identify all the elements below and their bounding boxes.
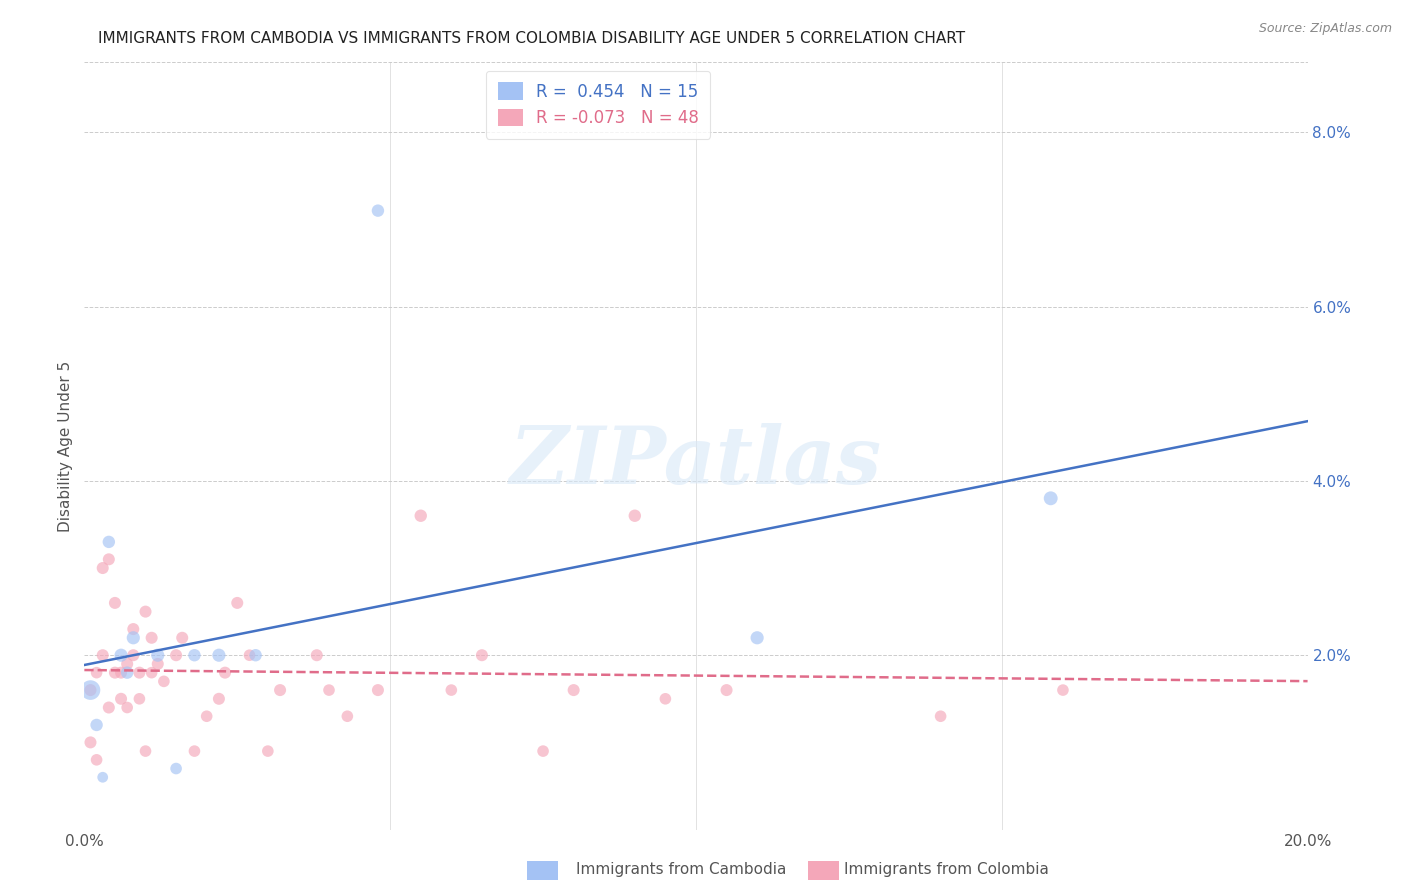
Point <box>183 648 205 663</box>
Point <box>654 691 676 706</box>
Point <box>471 648 494 663</box>
Point <box>208 648 231 663</box>
Point <box>929 709 952 723</box>
Point <box>367 683 389 698</box>
Text: Immigrants from Cambodia: Immigrants from Cambodia <box>576 863 787 877</box>
Point <box>135 605 157 619</box>
Point <box>110 665 132 680</box>
Point <box>79 683 101 698</box>
Point <box>97 534 120 549</box>
Point <box>531 744 554 758</box>
Point <box>128 665 150 680</box>
Point <box>195 709 218 723</box>
Point <box>245 648 267 663</box>
Text: Immigrants from Colombia: Immigrants from Colombia <box>844 863 1049 877</box>
Point <box>79 683 101 698</box>
Point <box>86 665 108 680</box>
Point <box>86 718 108 732</box>
Point <box>165 648 187 663</box>
Point <box>305 648 328 663</box>
Point <box>318 683 340 698</box>
Point <box>716 683 738 698</box>
Point <box>97 552 120 566</box>
Point <box>97 700 120 714</box>
Point <box>115 665 138 680</box>
Y-axis label: Disability Age Under 5: Disability Age Under 5 <box>58 360 73 532</box>
Point <box>747 631 769 645</box>
Point <box>86 753 108 767</box>
Point <box>122 631 145 645</box>
Point <box>91 561 114 575</box>
Point <box>153 674 176 689</box>
Point <box>165 762 187 776</box>
Point <box>336 709 359 723</box>
Text: ZIPatlas: ZIPatlas <box>510 423 882 500</box>
Point <box>183 744 205 758</box>
Point <box>624 508 647 523</box>
Point <box>238 648 260 663</box>
Point <box>208 691 231 706</box>
Point <box>146 648 169 663</box>
Point <box>1052 683 1074 698</box>
Point <box>79 735 101 749</box>
Point <box>257 744 280 758</box>
Point <box>135 744 157 758</box>
Legend: R =  0.454   N = 15, R = -0.073   N = 48: R = 0.454 N = 15, R = -0.073 N = 48 <box>486 70 710 139</box>
Point <box>122 648 145 663</box>
Point <box>367 203 389 218</box>
Text: IMMIGRANTS FROM CAMBODIA VS IMMIGRANTS FROM COLOMBIA DISABILITY AGE UNDER 5 CORR: IMMIGRANTS FROM CAMBODIA VS IMMIGRANTS F… <box>98 31 966 46</box>
Point <box>226 596 249 610</box>
Point <box>91 648 114 663</box>
Point <box>440 683 463 698</box>
Point <box>141 631 163 645</box>
Point <box>562 683 585 698</box>
Point <box>214 665 236 680</box>
Point <box>104 665 127 680</box>
Point <box>110 691 132 706</box>
Point <box>172 631 194 645</box>
Point <box>128 691 150 706</box>
Point <box>91 770 114 784</box>
Point <box>104 596 127 610</box>
Point <box>115 657 138 671</box>
Point <box>146 657 169 671</box>
Point <box>1039 491 1062 506</box>
Point <box>110 648 132 663</box>
Point <box>141 665 163 680</box>
Point <box>409 508 432 523</box>
Text: Source: ZipAtlas.com: Source: ZipAtlas.com <box>1258 22 1392 36</box>
Point <box>269 683 291 698</box>
Point <box>122 622 145 636</box>
Point <box>115 700 138 714</box>
